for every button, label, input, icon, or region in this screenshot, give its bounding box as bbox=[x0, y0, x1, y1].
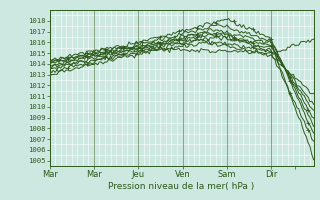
X-axis label: Pression niveau de la mer( hPa ): Pression niveau de la mer( hPa ) bbox=[108, 182, 255, 191]
